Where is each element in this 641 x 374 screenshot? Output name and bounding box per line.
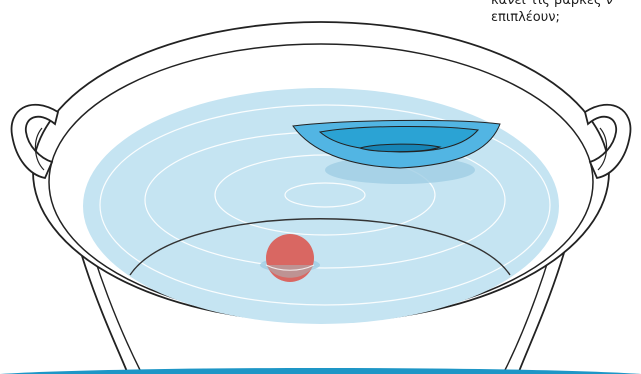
paper-boat-icon [292, 119, 501, 169]
question-line-1: κάνει τις βάρκες ν [491, 0, 613, 8]
right-handle [583, 103, 632, 180]
question-text: κάνει τις βάρκες ν επιπλέουν; [491, 0, 641, 26]
red-ball-icon [260, 234, 320, 282]
bottom-stripe [0, 368, 641, 374]
left-handle [10, 103, 60, 180]
question-line-2: επιπλέουν; [491, 10, 560, 25]
basin-floor-line [129, 218, 511, 276]
